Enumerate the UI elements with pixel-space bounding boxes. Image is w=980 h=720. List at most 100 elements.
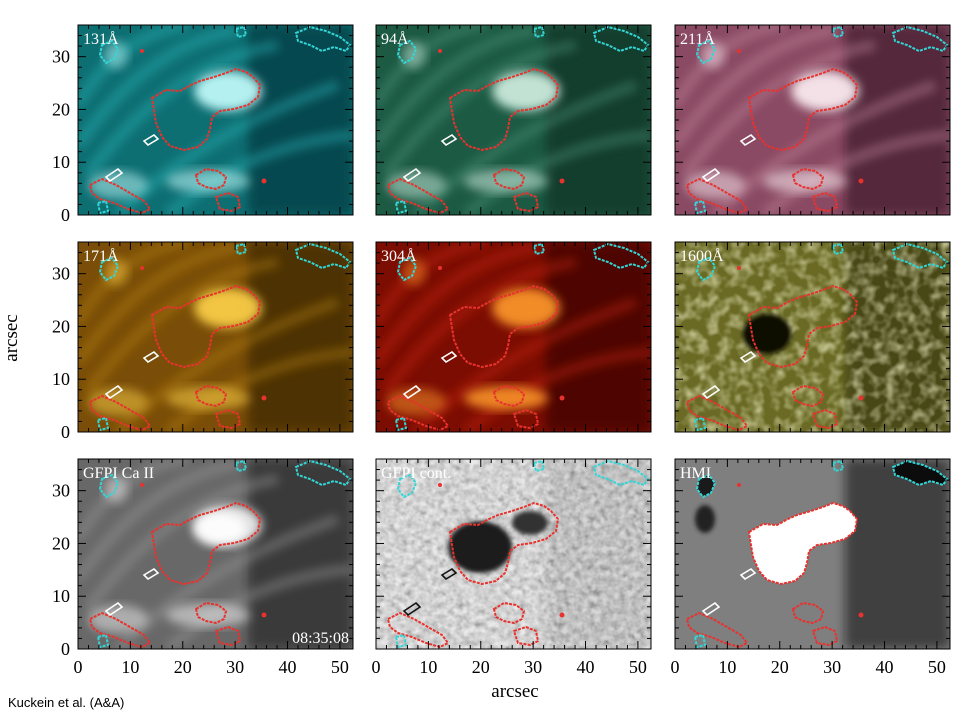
small-polarity-contour bbox=[701, 167, 721, 183]
umbra-contour bbox=[195, 385, 227, 407]
panel-4: 171Å bbox=[78, 242, 353, 432]
negative-polarity-contour bbox=[96, 633, 110, 649]
panel-label: GFPI Ca II bbox=[83, 465, 154, 482]
y-tick-label: 10 bbox=[52, 152, 70, 172]
umbra-contour bbox=[387, 612, 449, 648]
small-polarity-contour bbox=[739, 133, 757, 147]
umbra-contour bbox=[686, 178, 748, 214]
y-tick-label: 10 bbox=[52, 369, 70, 389]
x-tick-label: 40 bbox=[279, 657, 297, 677]
small-polarity-contour bbox=[142, 567, 160, 581]
small-polarity-contour bbox=[440, 133, 458, 147]
small-polarity-contour bbox=[402, 384, 422, 400]
negative-polarity-contour bbox=[831, 459, 845, 473]
red-spot-marker bbox=[858, 395, 864, 401]
bright-region bbox=[194, 288, 262, 328]
x-tick-label: 40 bbox=[577, 657, 595, 677]
granulation-texture bbox=[376, 459, 651, 649]
bright-region bbox=[763, 169, 847, 193]
x-tick-label: 0 bbox=[372, 657, 381, 677]
umbra-contour bbox=[89, 612, 151, 648]
bright-region bbox=[194, 513, 246, 545]
small-polarity-contour bbox=[104, 167, 124, 183]
y-axis-label: arcsec bbox=[1, 314, 22, 361]
small-polarity-contour bbox=[104, 601, 124, 617]
coronal-loop bbox=[114, 514, 340, 649]
x-tick-label: 50 bbox=[331, 657, 349, 677]
panel-9: HMI bbox=[675, 459, 950, 649]
red-spot-marker bbox=[140, 483, 144, 487]
red-spot-marker bbox=[559, 612, 565, 618]
small-polarity-contour bbox=[701, 384, 721, 400]
negative-polarity-contour bbox=[891, 25, 949, 53]
coronal-loop bbox=[78, 242, 239, 365]
x-tick-label: 20 bbox=[771, 657, 789, 677]
bright-region bbox=[166, 169, 250, 193]
small-polarity-contour bbox=[142, 350, 160, 364]
negative-polarity-contour bbox=[532, 242, 546, 256]
red-spot-marker bbox=[140, 266, 144, 270]
bright-region bbox=[194, 71, 262, 111]
panel-axes: 0 10 20 30 40 50 bbox=[671, 458, 951, 677]
x-tick-label: 30 bbox=[524, 657, 542, 677]
panel-6: 1600Å bbox=[675, 242, 950, 432]
umbra-contour bbox=[792, 385, 824, 407]
umbra-contour bbox=[493, 168, 525, 190]
sunspot-umbra bbox=[448, 521, 512, 573]
small-polarity-contour bbox=[440, 350, 458, 364]
negative-polarity-contour bbox=[891, 242, 949, 270]
y-tick-label: 30 bbox=[52, 481, 70, 501]
negative-polarity-contour bbox=[98, 39, 120, 65]
red-spot-marker bbox=[559, 178, 565, 184]
negative-polarity-contour bbox=[234, 459, 248, 473]
umbra-contour bbox=[215, 626, 241, 646]
negative-polarity-contour bbox=[96, 416, 110, 432]
coronal-loop bbox=[164, 347, 353, 432]
bright-region bbox=[492, 288, 560, 328]
panel-label: GFPI cont. bbox=[381, 465, 451, 482]
negative-polarity-contour bbox=[695, 39, 717, 65]
small-polarity-contour bbox=[739, 350, 757, 364]
coronal-loop bbox=[462, 130, 651, 215]
negative-polarity-contour bbox=[394, 416, 408, 432]
x-tick-label: 20 bbox=[472, 657, 490, 677]
y-tick-label: 10 bbox=[52, 586, 70, 606]
umbra-contour bbox=[215, 409, 241, 429]
shading bbox=[845, 459, 950, 649]
bright-region bbox=[166, 386, 250, 410]
negative-polarity-contour bbox=[98, 473, 120, 499]
umbra-contour bbox=[151, 285, 261, 368]
umbra-contour bbox=[215, 192, 241, 212]
red-spot-marker bbox=[261, 612, 267, 618]
negative-polarity-contour bbox=[831, 25, 845, 39]
panel-5: 304Å bbox=[376, 242, 651, 432]
y-tick-label: 0 bbox=[61, 205, 70, 225]
coronal-loop bbox=[381, 257, 577, 395]
umbra-contour bbox=[686, 395, 748, 431]
umbra-contour bbox=[89, 395, 151, 431]
negative-polarity-contour bbox=[693, 199, 707, 215]
small-polarity-contour bbox=[104, 384, 124, 400]
negative-polarity-contour bbox=[294, 459, 352, 487]
panel-2: 94Å bbox=[376, 25, 651, 215]
red-spot-marker bbox=[858, 612, 864, 618]
red-spot-marker bbox=[737, 266, 741, 270]
umbra-contour bbox=[812, 192, 838, 212]
negative-polarity-contour bbox=[532, 25, 546, 39]
panel-label: 1600Å bbox=[680, 247, 724, 265]
negative-polarity-contour bbox=[396, 39, 418, 65]
coronal-loop bbox=[78, 459, 239, 582]
panel-label: HMI bbox=[680, 465, 711, 482]
y-tick-label: 20 bbox=[52, 99, 70, 119]
bright-region bbox=[791, 71, 859, 111]
negative-polarity-contour bbox=[396, 256, 418, 282]
panel-axes: 0 10 20 30 bbox=[52, 24, 354, 225]
negative-polarity-contour bbox=[891, 459, 949, 487]
panel-axes bbox=[375, 24, 652, 216]
umbra-contour bbox=[513, 409, 539, 429]
x-tick-label: 20 bbox=[174, 657, 192, 677]
x-axis-label: arcsec bbox=[491, 681, 538, 702]
umbra-contour bbox=[513, 626, 539, 646]
negative-polarity-contour bbox=[98, 256, 120, 282]
